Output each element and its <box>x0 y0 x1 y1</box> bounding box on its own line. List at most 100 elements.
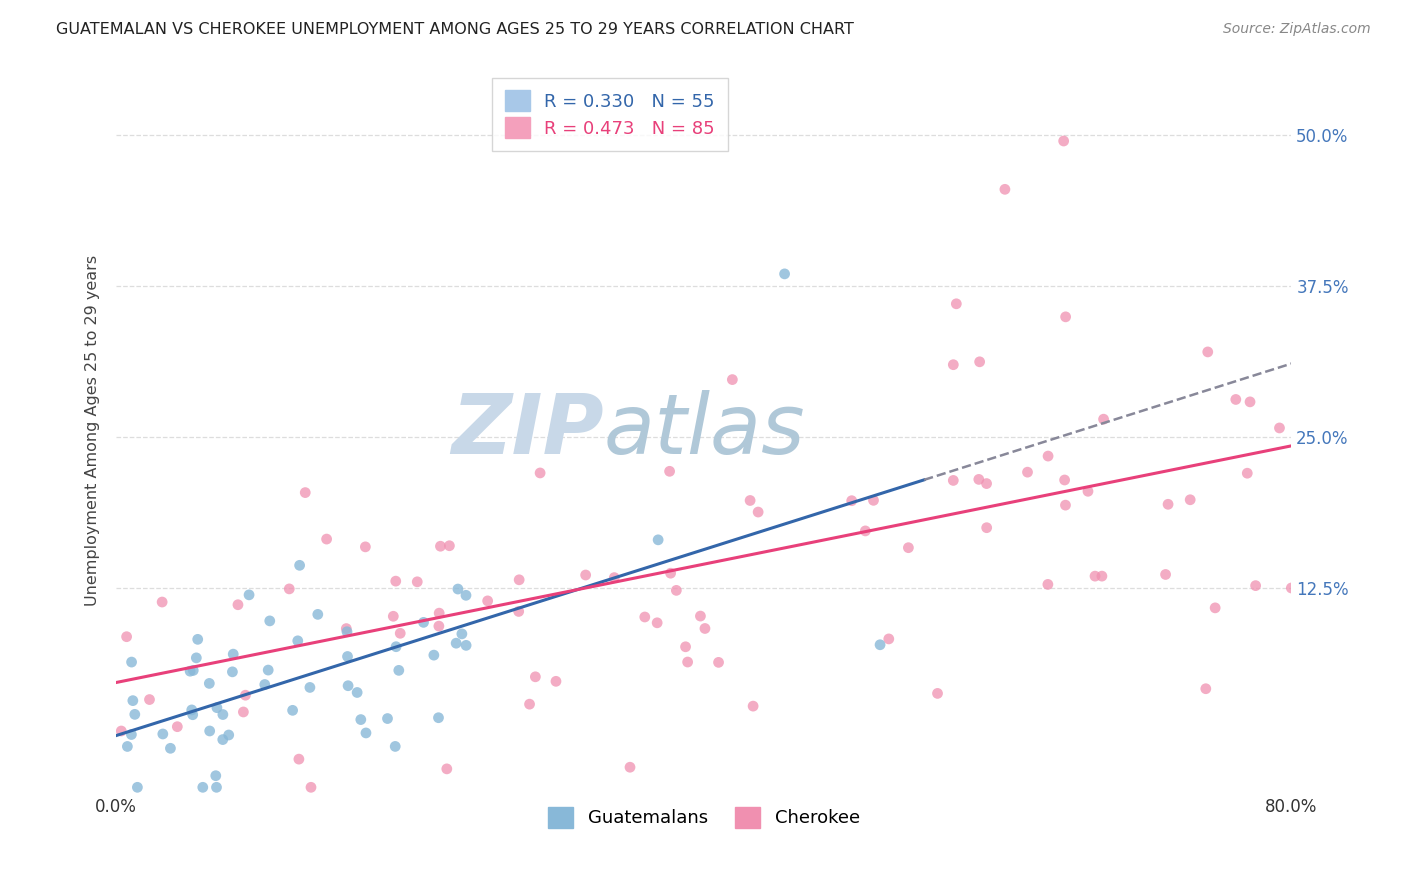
Point <box>1244 579 1267 593</box>
Point <box>444 636 467 650</box>
Point <box>1053 473 1076 487</box>
Point <box>1197 345 1219 359</box>
Point <box>693 622 716 636</box>
Point <box>575 568 598 582</box>
Point <box>603 571 626 585</box>
Point <box>382 609 405 624</box>
Point <box>773 267 796 281</box>
Point <box>877 632 900 646</box>
Point <box>221 665 243 679</box>
Point <box>429 539 451 553</box>
Point <box>647 533 669 547</box>
Point <box>377 712 399 726</box>
Point <box>288 558 311 573</box>
Point <box>707 656 730 670</box>
Point <box>121 655 143 669</box>
Point <box>1180 492 1202 507</box>
Point <box>634 610 657 624</box>
Point <box>869 638 891 652</box>
Point <box>1225 392 1247 407</box>
Point <box>1054 498 1077 512</box>
Point <box>350 713 373 727</box>
Point <box>721 373 744 387</box>
Point <box>544 674 567 689</box>
Point <box>897 541 920 555</box>
Point <box>186 651 208 665</box>
Point <box>689 609 711 624</box>
Point <box>385 640 408 654</box>
Point <box>454 588 477 602</box>
Point <box>451 627 474 641</box>
Point <box>257 663 280 677</box>
Point <box>406 574 429 589</box>
Point <box>456 639 478 653</box>
Point <box>204 769 226 783</box>
Text: atlas: atlas <box>605 391 806 472</box>
Point <box>205 700 228 714</box>
Point <box>427 711 450 725</box>
Point <box>152 727 174 741</box>
Point <box>853 524 876 538</box>
Point <box>1091 569 1114 583</box>
Point <box>1268 421 1291 435</box>
Point <box>659 566 682 581</box>
Point <box>110 724 132 739</box>
Point <box>218 728 240 742</box>
Point <box>166 720 188 734</box>
Point <box>1054 310 1077 324</box>
Point <box>619 760 641 774</box>
Point <box>1154 567 1177 582</box>
Point <box>1279 581 1302 595</box>
Point <box>298 681 321 695</box>
Point <box>335 622 357 636</box>
Point <box>927 686 949 700</box>
Point <box>1236 467 1258 481</box>
Point <box>976 521 998 535</box>
Text: Source: ZipAtlas.com: Source: ZipAtlas.com <box>1223 22 1371 37</box>
Point <box>181 664 204 678</box>
Point <box>337 679 360 693</box>
Point <box>967 472 990 486</box>
Point <box>117 739 139 754</box>
Point <box>354 726 377 740</box>
Point <box>436 762 458 776</box>
Point <box>1017 465 1039 479</box>
Point <box>281 703 304 717</box>
Point <box>994 182 1017 196</box>
Point <box>529 466 551 480</box>
Point <box>121 693 143 707</box>
Point <box>477 594 499 608</box>
Point <box>124 707 146 722</box>
Point <box>976 476 998 491</box>
Point <box>742 699 765 714</box>
Point <box>676 655 699 669</box>
Point <box>187 632 209 647</box>
Point <box>447 582 470 596</box>
Point <box>336 649 359 664</box>
Point <box>354 540 377 554</box>
Point <box>222 647 245 661</box>
Point <box>1036 449 1059 463</box>
Point <box>115 630 138 644</box>
Point <box>747 505 769 519</box>
Text: GUATEMALAN VS CHEROKEE UNEMPLOYMENT AMONG AGES 25 TO 29 YEARS CORRELATION CHART: GUATEMALAN VS CHEROKEE UNEMPLOYMENT AMON… <box>56 22 853 37</box>
Point <box>127 780 149 795</box>
Point <box>120 727 142 741</box>
Point <box>942 474 965 488</box>
Point <box>1239 395 1261 409</box>
Point <box>524 670 547 684</box>
Point <box>1053 134 1076 148</box>
Point <box>191 780 214 795</box>
Point <box>1092 412 1115 426</box>
Point <box>427 619 450 633</box>
Point <box>294 485 316 500</box>
Point <box>259 614 281 628</box>
Point <box>212 707 235 722</box>
Point <box>198 723 221 738</box>
Point <box>235 688 257 702</box>
Point <box>288 752 311 766</box>
Point <box>159 741 181 756</box>
Point <box>389 626 412 640</box>
Point <box>519 697 541 711</box>
Point <box>508 604 530 618</box>
